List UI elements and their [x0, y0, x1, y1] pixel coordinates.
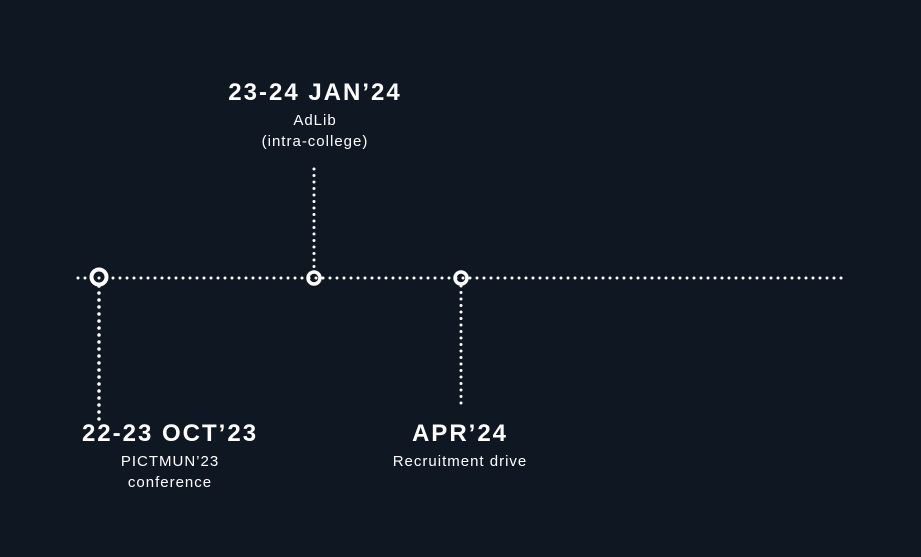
event-apr24: APR’24 Recruitment drive: [393, 419, 528, 472]
event-description-line: conference: [127, 474, 213, 491]
event-date: 23-24 JAN’24: [228, 79, 402, 106]
event-description-line: (intra-college): [261, 133, 369, 150]
marker-apr24: [453, 270, 469, 286]
event-description-line: AdLib: [293, 112, 337, 129]
event-description-line: PICTMUN’23: [120, 453, 220, 470]
event-description: AdLib (intra-college): [228, 110, 401, 152]
event-oct23: 22-23 OCT’23 PICTMUN’23 conference: [82, 419, 258, 493]
event-jan24: 23-24 JAN’24 AdLib (intra-college): [228, 78, 401, 152]
event-description-line: Recruitment drive: [392, 453, 528, 470]
event-description: Recruitment drive: [393, 451, 528, 472]
marker-oct23: [89, 267, 109, 287]
marker-jan24: [306, 270, 322, 286]
event-description: PICTMUN’23 conference: [82, 451, 258, 493]
event-date: APR’24: [411, 420, 509, 447]
event-date: 22-23 OCT’23: [81, 420, 259, 447]
